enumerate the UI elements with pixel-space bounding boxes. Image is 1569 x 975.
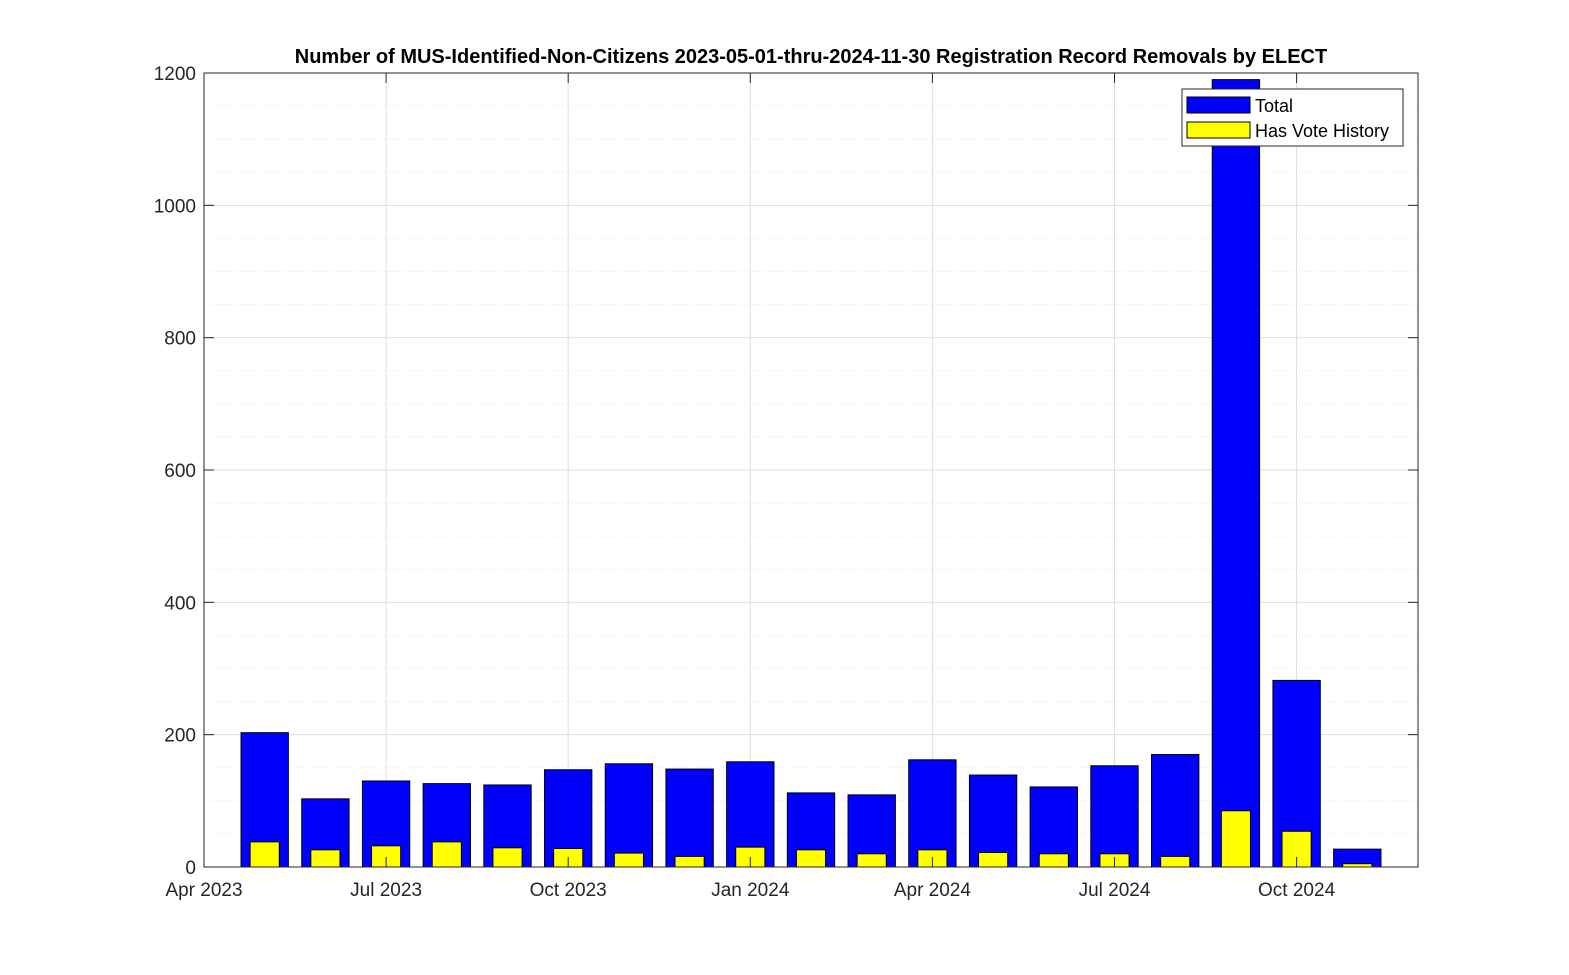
bar-total	[1151, 754, 1200, 868]
legend: Total Has Vote History	[1181, 88, 1404, 147]
bar-has-vote-history	[795, 849, 827, 868]
chart-title: Number of MUS-Identified-Non-Citizens 20…	[295, 46, 1327, 68]
bar-has-vote-history	[310, 849, 341, 868]
x-tick-label: Oct 2023	[530, 880, 607, 901]
bar-total	[604, 763, 654, 868]
bar-has-vote-history	[1220, 810, 1251, 868]
bar-has-vote-history	[249, 841, 280, 868]
y-tick-label: 400	[164, 593, 196, 614]
y-tick-label: 600	[164, 461, 196, 482]
axes: 0 200 400 600 800 1000 1200 Apr 2023 Jul 2023 Oct…	[154, 64, 1419, 901]
y-tick-label: 0	[185, 858, 196, 879]
y-tick-label: 1200	[154, 64, 196, 85]
bars	[240, 79, 1382, 868]
bar-has-vote-history	[613, 852, 644, 868]
bar-has-vote-history	[1038, 853, 1069, 868]
bar-total	[1211, 79, 1261, 868]
bar-has-vote-history	[674, 855, 705, 868]
bar-has-vote-history	[978, 851, 1009, 868]
x-tick-label: Jul 2023	[350, 880, 422, 901]
x-tick-label: Apr 2023	[165, 880, 242, 901]
legend-label: Total	[1255, 96, 1293, 116]
legend-swatch	[1186, 121, 1251, 139]
x-tick-label: Oct 2024	[1258, 880, 1336, 901]
legend-label: Has Vote History	[1255, 121, 1389, 141]
bar-has-vote-history	[856, 853, 887, 868]
bar-total	[665, 768, 714, 868]
bar-has-vote-history	[431, 841, 462, 868]
bar-has-vote-history	[1281, 830, 1312, 868]
y-tick-label: 200	[164, 726, 196, 747]
bar-has-vote-history	[492, 847, 523, 868]
x-tick-label: Jan 2024	[711, 880, 790, 901]
bar-has-vote-history	[1160, 855, 1191, 868]
bar-total	[1090, 765, 1139, 868]
y-tick-label: 1000	[154, 196, 196, 217]
legend-swatch	[1186, 96, 1251, 114]
x-tick-label: Jul 2024	[1079, 880, 1151, 901]
x-tick-label: Apr 2024	[894, 880, 972, 901]
y-tick-label: 800	[164, 329, 196, 350]
